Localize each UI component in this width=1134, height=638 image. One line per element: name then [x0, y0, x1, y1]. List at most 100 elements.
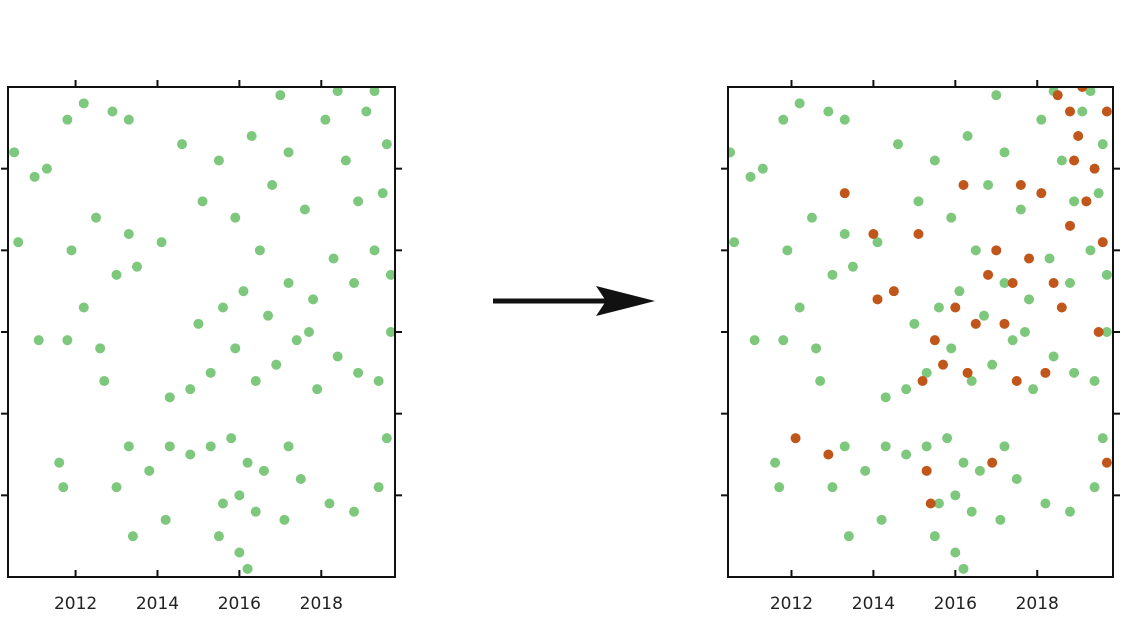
- point: [839, 441, 850, 452]
- point: [860, 465, 871, 476]
- arrow-head: [596, 286, 655, 316]
- point: [1028, 384, 1039, 395]
- point: [954, 286, 965, 297]
- point: [970, 318, 981, 329]
- point: [177, 139, 188, 150]
- point: [843, 531, 854, 542]
- point: [107, 106, 118, 117]
- point: [966, 506, 977, 517]
- point: [880, 392, 891, 403]
- x-tick-label: 2018: [300, 594, 343, 614]
- point: [876, 514, 887, 525]
- point: [1101, 106, 1112, 117]
- point: [1069, 155, 1080, 166]
- point: [111, 269, 122, 280]
- point: [254, 245, 265, 256]
- point: [271, 359, 282, 370]
- point: [95, 343, 106, 354]
- point: [205, 441, 216, 452]
- point: [933, 302, 944, 313]
- point: [29, 171, 40, 182]
- point: [258, 465, 269, 476]
- point: [868, 229, 879, 239]
- point: [230, 212, 241, 223]
- point: [929, 155, 940, 166]
- point: [909, 318, 920, 329]
- point: [892, 139, 903, 150]
- point: [1048, 278, 1059, 288]
- point: [1040, 498, 1051, 509]
- point: [778, 335, 789, 346]
- point: [1069, 196, 1080, 207]
- point: [839, 188, 850, 199]
- x-tick-label: 2018: [1016, 594, 1059, 614]
- point: [1040, 367, 1051, 378]
- point: [847, 261, 858, 272]
- point: [770, 457, 781, 468]
- point: [197, 196, 208, 207]
- point: [933, 498, 944, 509]
- point: [778, 114, 789, 125]
- point: [1089, 482, 1100, 493]
- point: [966, 376, 977, 386]
- point: [1093, 188, 1104, 199]
- point: [946, 212, 957, 223]
- point: [127, 531, 138, 542]
- point: [304, 327, 314, 337]
- point: [999, 278, 1010, 288]
- plot-frame: [727, 86, 1114, 578]
- point: [283, 147, 294, 158]
- point: [218, 498, 228, 509]
- point: [1069, 367, 1080, 378]
- point: [958, 180, 969, 190]
- point: [1097, 433, 1108, 444]
- point: [1056, 155, 1067, 166]
- point: [193, 318, 204, 329]
- point: [938, 359, 949, 370]
- point: [950, 547, 961, 558]
- point: [312, 384, 323, 395]
- point: [1048, 351, 1059, 362]
- x-tick-label: 2012: [770, 594, 813, 614]
- point: [1077, 106, 1088, 117]
- point: [369, 245, 380, 256]
- point: [78, 302, 89, 313]
- point: [164, 392, 175, 403]
- point: [78, 98, 89, 109]
- point: [263, 310, 274, 321]
- point: [872, 294, 883, 305]
- point: [970, 245, 981, 256]
- point: [782, 245, 793, 256]
- point: [901, 384, 912, 395]
- point: [242, 457, 253, 468]
- point: [987, 359, 998, 370]
- point: [1024, 253, 1035, 264]
- point: [880, 441, 891, 452]
- point: [999, 147, 1010, 158]
- point: [1081, 196, 1092, 207]
- point: [823, 449, 834, 460]
- point: [377, 188, 388, 199]
- point: [283, 441, 294, 452]
- point: [275, 90, 286, 101]
- point: [33, 335, 44, 346]
- point: [921, 441, 932, 452]
- chart: 2012 2014 2016 2018: [721, 80, 1120, 614]
- point: [164, 441, 175, 452]
- point: [332, 87, 343, 97]
- point: [283, 278, 294, 288]
- point: [794, 302, 805, 313]
- x-tick-label: 2012: [54, 594, 97, 614]
- point: [958, 457, 969, 468]
- point: [205, 367, 216, 378]
- point: [381, 433, 392, 444]
- point: [790, 433, 801, 444]
- point: [983, 269, 994, 280]
- point: [66, 245, 77, 256]
- point: [806, 212, 817, 223]
- point: [279, 514, 290, 525]
- point: [250, 376, 261, 386]
- point: [320, 114, 331, 125]
- point: [238, 286, 249, 297]
- point: [839, 114, 850, 125]
